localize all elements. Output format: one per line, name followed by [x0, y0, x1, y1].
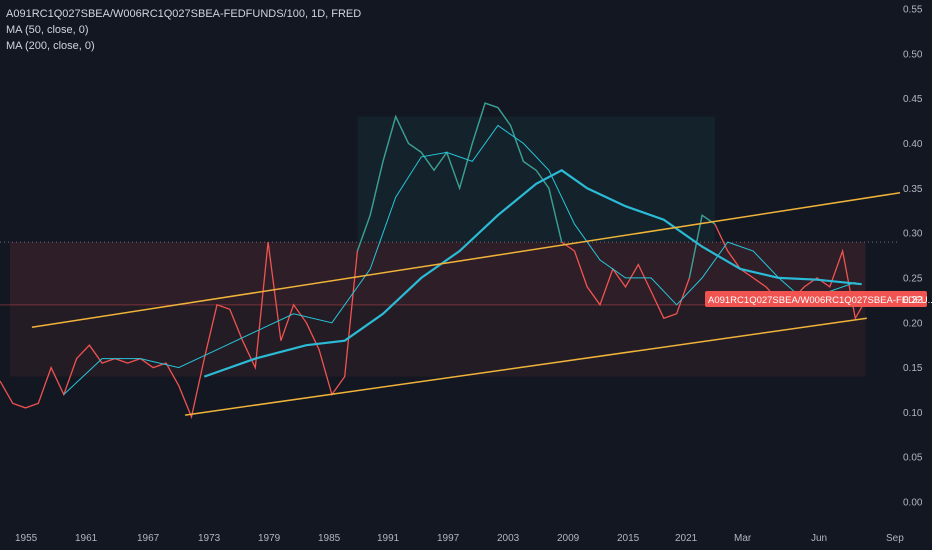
y-tick-label: 0.20 — [903, 318, 923, 329]
x-tick-label: 2009 — [557, 533, 580, 544]
x-tick-label: Mar — [734, 533, 752, 544]
legend-ma200[interactable]: MA (200, close, 0) — [6, 40, 95, 52]
y-tick-label: 0.05 — [903, 453, 923, 464]
x-tick-label: 1961 — [75, 533, 98, 544]
y-axis: 0.55 0.50 0.45 0.40 0.35 0.30 0.25 0.20 0.15 0.10… — [903, 4, 923, 508]
ma50-line — [63, 124, 856, 395]
price-range-zone — [10, 116, 866, 377]
ma200-line — [203, 169, 862, 378]
chart-legend: A091RC1Q027SBEA/W006RC1Q027SBEA-FEDFUNDS… — [6, 6, 361, 54]
y-tick-label: 0.40 — [903, 139, 923, 150]
x-tick-label: 1973 — [198, 533, 221, 544]
last-price-name: A091RC1Q027SBEA/W006RC1Q027SBEA-FEDFU... — [708, 295, 932, 306]
y-tick-label: 0.45 — [903, 94, 923, 105]
y-tick-label: 0.55 — [903, 4, 923, 15]
x-tick-label: Jun — [811, 533, 827, 544]
channel-line-upper — [31, 192, 901, 328]
x-tick-label: 1997 — [437, 533, 460, 544]
y-tick-label: 0.25 — [903, 273, 923, 284]
x-tick-label: 2015 — [617, 533, 640, 544]
y-tick-label: 0.50 — [903, 49, 923, 60]
x-axis: 1955 1961 1967 1973 1979 1985 1991 1997 2003 2009… — [15, 533, 904, 544]
last-price-value: 0.22 — [903, 295, 923, 306]
last-price-label-bg — [705, 291, 927, 307]
legend-ma50[interactable]: MA (50, close, 0) — [6, 24, 89, 36]
x-tick-label: 1955 — [15, 533, 38, 544]
y-tick-label: 0.15 — [903, 363, 923, 374]
range-zone-lower — [10, 304, 866, 377]
x-tick-label: 2021 — [675, 533, 698, 544]
x-tick-label: Sep — [886, 533, 904, 544]
x-tick-label: 1979 — [258, 533, 281, 544]
x-tick-label: 2003 — [497, 533, 520, 544]
series-main-line-upper-2 — [688, 214, 716, 279]
x-tick-label: 1985 — [318, 533, 341, 544]
last-price-label[interactable]: A091RC1Q027SBEA/W006RC1Q027SBEA-FEDFU...… — [705, 291, 932, 307]
y-tick-label: 0.35 — [903, 184, 923, 195]
legend-symbol[interactable]: A091RC1Q027SBEA/W006RC1Q027SBEA-FEDFUNDS… — [6, 8, 362, 20]
x-tick-label: 1967 — [137, 533, 160, 544]
x-tick-label: 1991 — [377, 533, 400, 544]
channel-line-lower — [185, 317, 867, 416]
y-tick-label: 0.00 — [903, 498, 923, 509]
y-tick-label: 0.30 — [903, 229, 923, 240]
series-layer — [0, 102, 901, 420]
series-main-line-upper — [356, 102, 563, 252]
y-tick-label: 0.10 — [903, 408, 923, 419]
range-zone-green — [357, 116, 715, 243]
